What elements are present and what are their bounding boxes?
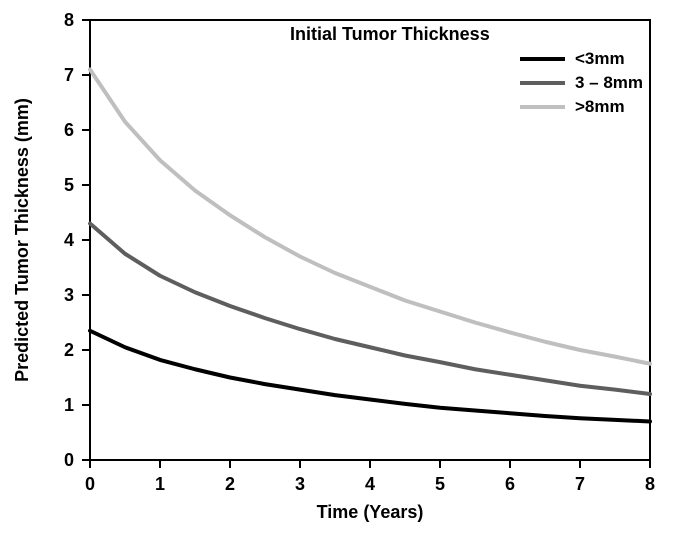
- x-tick-label: 8: [645, 474, 655, 494]
- y-axis-label: Predicted Tumor Thickness (mm): [12, 98, 32, 382]
- legend-title: Initial Tumor Thickness: [290, 24, 490, 44]
- y-tick-label: 7: [64, 65, 74, 85]
- y-tick-label: 6: [64, 120, 74, 140]
- chart-svg: 0 1 2 3 4 5 6 7 8 0 1 2 3 4 5 6 7 8 Time (Years) Predicted …: [0, 0, 682, 537]
- y-tick-label: 5: [64, 175, 74, 195]
- series-line: [90, 70, 650, 364]
- y-tick-label: 0: [64, 450, 74, 470]
- series-line: [90, 331, 650, 422]
- x-tick-label: 2: [225, 474, 235, 494]
- x-tick-label: 0: [85, 474, 95, 494]
- x-tick-label: 3: [295, 474, 305, 494]
- series-line: [90, 224, 650, 395]
- legend-label: 3 – 8mm: [575, 73, 643, 92]
- legend-label: >8mm: [575, 97, 625, 116]
- x-tick-label: 5: [435, 474, 445, 494]
- y-tick-label: 4: [64, 230, 74, 250]
- plot-border: [90, 20, 650, 460]
- x-axis-label: Time (Years): [317, 502, 424, 522]
- y-tick-label: 2: [64, 340, 74, 360]
- x-tick-label: 4: [365, 474, 375, 494]
- legend-label: <3mm: [575, 49, 625, 68]
- x-tick-label: 7: [575, 474, 585, 494]
- chart-container: 0 1 2 3 4 5 6 7 8 0 1 2 3 4 5 6 7 8 Time (Years) Predicted …: [0, 0, 682, 537]
- x-tick-label: 1: [155, 474, 165, 494]
- y-tick-label: 1: [64, 395, 74, 415]
- x-tick-label: 6: [505, 474, 515, 494]
- y-tick-label: 8: [64, 10, 74, 30]
- y-tick-label: 3: [64, 285, 74, 305]
